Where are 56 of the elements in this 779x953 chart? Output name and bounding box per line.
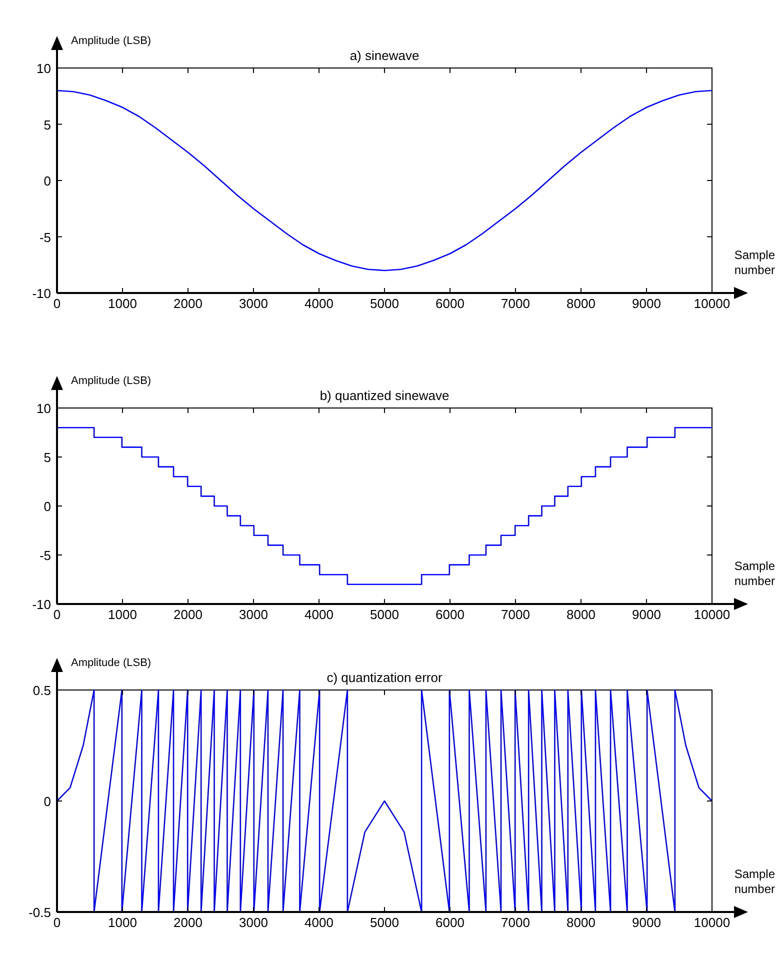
y-tick-label: 10 <box>36 61 51 76</box>
y-axis-title: Amplitude (LSB) <box>71 375 152 387</box>
x-tick-label: 2000 <box>174 296 202 311</box>
line-series <box>56 90 713 272</box>
x-tick-label: 3000 <box>239 296 268 311</box>
x-tick-label: 7000 <box>501 915 530 930</box>
x-tick-label: 10000 <box>694 607 730 622</box>
y-tick-label: 0 <box>44 499 51 514</box>
y-tick-label: 0 <box>44 794 51 809</box>
x-tick-label: 8000 <box>566 607 596 622</box>
x-tick-label: 1000 <box>108 607 137 622</box>
y-tick-label: 0 <box>44 174 51 188</box>
x-tick-label: 4000 <box>304 607 334 622</box>
x-tick-label: 7000 <box>501 296 530 311</box>
x-tick-label: 0 <box>53 607 61 622</box>
x-axis-title: Sample number <box>734 248 776 277</box>
x-tick-label: 6000 <box>436 607 464 622</box>
y-tick-label: -5 <box>39 230 51 245</box>
y-tick-label: 5 <box>44 450 51 465</box>
x-tick-label: 2000 <box>174 607 202 622</box>
x-tick-label: 6000 <box>436 296 464 311</box>
x-tick-label: 4000 <box>304 915 334 930</box>
y-tick-label: 0.5 <box>32 683 51 698</box>
x-axis-title: Sample number <box>734 559 776 588</box>
x-tick-label: 8000 <box>566 296 596 311</box>
x-axis-title: Sample number <box>734 867 776 896</box>
x-tick-label: 9000 <box>632 296 661 311</box>
x-tick-label: 0 <box>53 915 61 930</box>
x-tick-label: 3000 <box>239 915 268 930</box>
chart-title: c) quantization error <box>326 670 443 685</box>
x-tick-label: 8000 <box>566 915 596 930</box>
chart-title: b) quantized sinewave <box>320 388 450 403</box>
x-tick-label: 9000 <box>632 915 661 930</box>
y-tick-label: -0.5 <box>28 905 51 920</box>
x-tick-label: 10000 <box>694 296 730 311</box>
y-tick-label: -5 <box>39 548 51 563</box>
y-tick-label: -10 <box>32 597 51 612</box>
y-tick-label: 10 <box>36 401 51 416</box>
x-tick-label: 4000 <box>304 296 334 311</box>
x-tick-label: 6000 <box>436 915 464 930</box>
x-tick-label: 10000 <box>694 915 730 930</box>
x-tick-label: 1000 <box>108 296 137 311</box>
y-axis-title: Amplitude (LSB) <box>71 657 152 669</box>
y-tick-label: -10 <box>32 286 51 301</box>
x-tick-label: 0 <box>53 296 61 311</box>
x-tick-label: 5000 <box>370 296 399 311</box>
x-tick-label: 5000 <box>370 607 399 622</box>
y-tick-label: 5 <box>44 117 51 132</box>
chart-title: a) sinewave <box>350 48 420 63</box>
x-tick-label: 2000 <box>174 915 202 930</box>
y-axis-title: Amplitude (LSB) <box>71 35 152 47</box>
x-tick-label: 3000 <box>239 607 268 622</box>
x-tick-label: 1000 <box>108 915 137 930</box>
x-tick-label: 5000 <box>370 915 399 930</box>
x-tick-label: 9000 <box>632 607 661 622</box>
x-tick-label: 7000 <box>501 607 530 622</box>
